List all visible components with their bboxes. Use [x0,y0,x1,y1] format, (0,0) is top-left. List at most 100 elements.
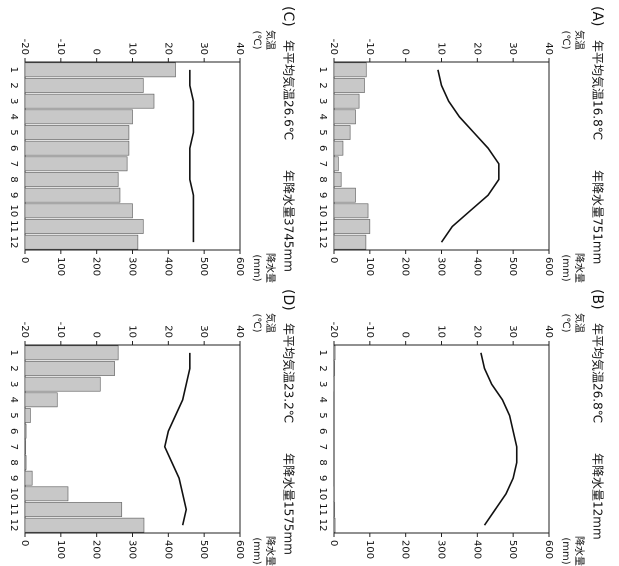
y2-tick-label: 0 [19,257,30,263]
x-tick-label: 7 [8,161,19,167]
precipitation-bar [24,502,123,517]
precipitation-bar [24,392,58,408]
y-tick-label: 10 [127,42,138,55]
y-tick-label: -20 [19,322,30,338]
x-tick-label: 4 [8,397,19,403]
precipitation-bar [24,345,119,361]
y-tick-label: 40 [543,325,554,338]
x-tick-label: 12 [8,519,19,532]
x-tick-label: 8 [317,459,328,465]
y2-axis-label: 降水量 [573,253,586,283]
precipitation-bar [24,93,155,109]
x-tick-label: 1 [317,67,328,73]
precipitation-bar [333,234,367,250]
chart-subtitle: 年降水量1575mm [282,453,296,555]
x-tick-label: 8 [8,176,19,182]
precipitation-bar [333,517,336,533]
y-tick-label: 20 [471,42,482,55]
precipitation-bar [24,455,27,470]
y-tick-label: -20 [328,322,339,338]
y2-tick-label: 200 [400,540,411,559]
precipitation-bar [24,203,133,219]
y2-tick-label: 300 [436,257,447,276]
precipitation-bar [24,219,144,234]
x-tick-label: 6 [317,145,328,151]
y-tick-label: -20 [328,39,339,55]
x-tick-label: 3 [317,381,328,387]
y2-tick-label: 0 [328,257,339,263]
y2-tick-label: 100 [364,257,375,276]
chart-title: 年平均気温16.8℃ [591,40,606,140]
precipitation-bar [333,125,351,140]
y-tick-label: 30 [507,325,518,338]
y-tick-label: 10 [436,325,447,338]
precipitation-bar [24,172,119,187]
y-tick-label: 10 [436,42,447,55]
chart-subtitle: 年降水量12mm [591,453,605,540]
x-tick-label: 1 [8,350,19,356]
y2-tick-label: 600 [543,540,554,559]
y2-tick-label: 500 [507,257,518,276]
precipitation-bar [333,109,356,125]
x-tick-label: 2 [8,365,19,371]
y2-axis-unit: (mm) [251,254,262,281]
x-tick-label: 2 [317,82,328,88]
x-tick-label: 9 [8,192,19,198]
precipitation-bar [333,502,336,517]
y2-tick-label: 0 [328,540,339,546]
x-tick-label: 3 [8,98,19,104]
x-tick-label: 11 [317,503,328,516]
x-tick-label: 5 [317,129,328,135]
precipitation-bar [333,219,371,234]
precipitation-bar [333,345,336,361]
x-tick-label: 1 [317,350,328,356]
y2-tick-label: 400 [162,257,173,276]
x-tick-label: 10 [8,204,19,217]
x-tick-label: 11 [8,503,19,516]
y2-tick-label: 300 [436,540,447,559]
x-tick-label: 8 [317,176,328,182]
temperature-line [480,352,518,526]
y2-axis-unit: (mm) [560,537,571,564]
chart-title: 年平均気温26.8℃ [591,323,606,423]
precipitation-bar [24,408,31,423]
x-tick-label: 8 [8,459,19,465]
y-axis-label: 気温 [573,313,586,333]
precipitation-bar [333,156,339,172]
precipitation-bar [24,361,115,376]
x-tick-label: 6 [317,428,328,434]
precipitation-bar [333,187,356,203]
y2-tick-label: 500 [507,540,518,559]
x-tick-label: 12 [317,236,328,249]
y-tick-label: 30 [198,325,209,338]
x-tick-label: 6 [8,428,19,434]
x-tick-label: 1 [8,67,19,73]
x-tick-label: 10 [317,487,328,500]
panel-label: (D) [280,289,296,311]
y-tick-label: 0 [400,332,411,338]
x-tick-label: 10 [8,487,19,500]
y-tick-label: 30 [198,42,209,55]
y-axis-unit: (℃) [251,313,262,332]
x-tick-label: 9 [317,192,328,198]
y-tick-label: -10 [364,39,375,55]
x-tick-label: 4 [317,397,328,403]
chart-subtitle: 年降水量751mm [591,170,605,264]
precipitation-bar [24,234,139,250]
y2-tick-label: 600 [543,257,554,276]
x-tick-label: 7 [317,444,328,450]
y2-tick-label: 0 [19,540,30,546]
panel-label: (C) [280,6,296,27]
y-axis-unit: (℃) [251,30,262,49]
x-tick-label: 4 [317,114,328,120]
y-tick-label: 40 [543,42,554,55]
y2-axis-unit: (mm) [560,254,571,281]
precipitation-bar [24,187,121,203]
precipitation-bar [24,125,130,140]
y2-tick-label: 300 [127,257,138,276]
y-tick-label: 20 [162,42,173,55]
y-axis-unit: (℃) [560,30,571,49]
x-tick-label: 12 [8,236,19,249]
